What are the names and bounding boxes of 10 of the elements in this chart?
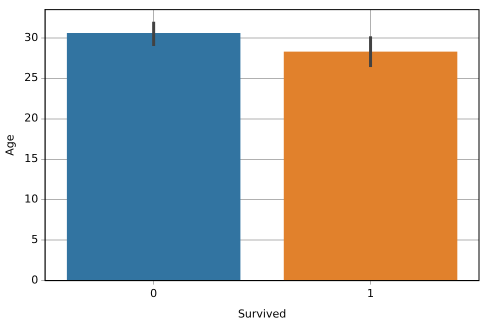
y-axis-title: Age	[3, 134, 16, 156]
y-tick-label: 0	[31, 273, 38, 286]
x-tick-label: 1	[367, 287, 374, 300]
y-tick-label: 20	[24, 112, 38, 125]
y-tick-label: 15	[24, 152, 38, 166]
x-axis-title: Survived	[238, 307, 286, 320]
y-tick-label: 25	[24, 71, 38, 84]
y-tick-label: 5	[31, 233, 38, 246]
y-tick-label: 10	[24, 192, 38, 206]
y-tick-label: 30	[24, 30, 38, 44]
